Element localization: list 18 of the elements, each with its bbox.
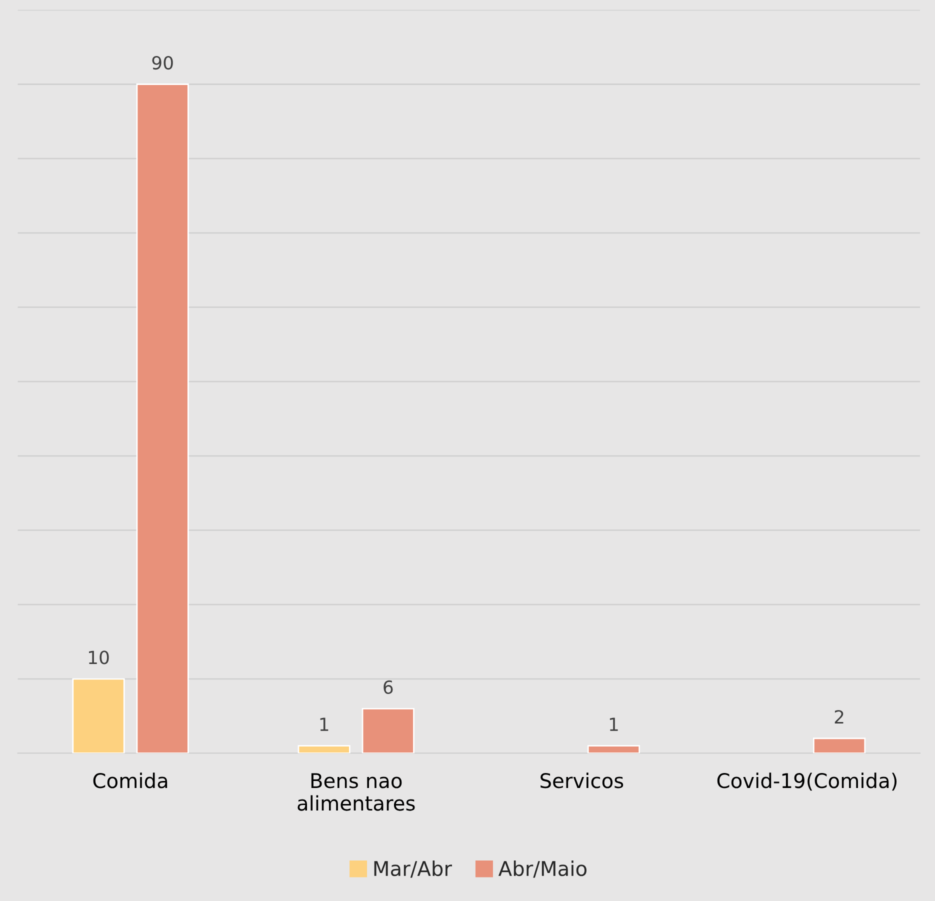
data-label: 90 — [152, 56, 173, 70]
bar — [298, 745, 350, 754]
x-tick-label: Comida — [93, 772, 168, 788]
x-tick-label: Servicos — [540, 772, 624, 788]
bar — [72, 678, 125, 754]
data-label: 2 — [834, 710, 844, 724]
legend-label: Mar/Abr — [374, 860, 452, 878]
bar — [362, 708, 414, 754]
data-label: 1 — [320, 718, 328, 731]
bar — [136, 84, 189, 754]
data-label: 1 — [610, 718, 618, 731]
bar — [812, 738, 866, 754]
x-tick-label: Covid-19(Comida) — [717, 772, 897, 791]
data-label: 6 — [384, 680, 393, 694]
legend-label: Abr/Maio — [498, 860, 586, 878]
bar — [587, 745, 640, 754]
x-tick-label: Bens nao alimentares — [298, 773, 415, 811]
data-label: 10 — [89, 650, 109, 664]
